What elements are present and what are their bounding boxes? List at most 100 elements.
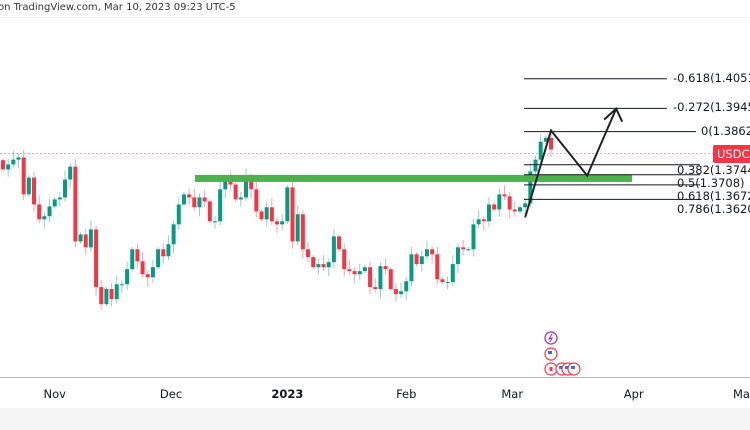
candle-up: [104, 289, 109, 305]
candle-up: [238, 197, 243, 200]
candle-up: [378, 266, 383, 290]
candle-down: [435, 254, 440, 280]
flag-canton: [559, 366, 563, 369]
candle-up: [471, 224, 476, 250]
candle-down: [275, 221, 280, 225]
candle-down: [249, 177, 254, 190]
candle-up: [404, 281, 409, 292]
candle-up: [42, 216, 47, 220]
candle-up: [47, 206, 52, 217]
candle-down: [94, 229, 99, 288]
candle-up: [538, 141, 543, 160]
candle-up: [445, 282, 450, 284]
candle-up: [399, 291, 404, 295]
candle-down: [161, 249, 166, 257]
candle-up: [326, 262, 331, 268]
candle-up: [181, 194, 186, 205]
candle-up: [486, 204, 491, 222]
candle-down: [383, 266, 388, 270]
candle-up: [357, 271, 362, 275]
candle-down: [507, 196, 512, 210]
candle-up: [156, 249, 161, 268]
time-axis-label: Dec: [159, 387, 183, 401]
candle-up: [166, 244, 171, 257]
candle-down: [440, 279, 445, 283]
candle-up: [518, 207, 522, 212]
candle-down: [109, 289, 114, 300]
candle-up: [243, 177, 248, 198]
fib-level-label: -0.618(1.4051): [673, 70, 750, 85]
candle-up: [316, 264, 321, 268]
flag-canton: [571, 366, 575, 369]
candle-down: [352, 271, 357, 275]
candle-up: [150, 267, 155, 278]
candle-down: [135, 249, 140, 262]
candle-up: [171, 224, 176, 245]
time-axis[interactable]: Nov Dec 2023 Feb Mar Apr May: [0, 377, 750, 408]
candle-up: [295, 214, 300, 242]
time-axis-label: Apr: [623, 387, 644, 401]
candle-down: [337, 236, 342, 250]
header-text: on TradingView.com, Mar 10, 2023 09:23 U…: [0, 2, 236, 13]
candle-up: [125, 269, 130, 285]
candle-down: [73, 166, 78, 242]
candle-up: [543, 137, 548, 142]
candle-down: [300, 214, 305, 250]
candle-down: [202, 197, 207, 202]
candle-up: [466, 249, 471, 251]
candle-down: [233, 184, 238, 200]
candle-up: [63, 179, 68, 198]
time-axis-label: May: [733, 387, 750, 401]
candle-up: [424, 249, 429, 257]
candle-down: [373, 287, 378, 290]
candle-up: [223, 179, 228, 190]
candle-up: [197, 197, 202, 208]
candle-up: [285, 187, 290, 222]
candle-up: [26, 177, 31, 195]
candle-up: [57, 197, 62, 200]
candle-up: [523, 203, 528, 208]
candle-up: [16, 157, 21, 160]
candle-up: [264, 207, 269, 220]
candle-down: [414, 254, 419, 265]
candle-down: [37, 204, 42, 220]
candle-up: [119, 284, 124, 286]
candle-down: [99, 287, 104, 305]
candle-down: [306, 249, 311, 258]
candle-down: [481, 219, 486, 222]
candle-up: [455, 247, 460, 265]
candle-up: [176, 204, 181, 225]
arrowhead-icon: [603, 107, 624, 123]
candle-down: [492, 204, 497, 210]
lightning-glyph: [547, 333, 553, 343]
fib-level-label: 0.382(1.3744): [677, 163, 750, 177]
candle-down: [83, 234, 88, 248]
candle-down: [502, 194, 507, 197]
fib-level-label: 0(1.3862): [701, 123, 750, 138]
candle-up: [533, 159, 538, 172]
candle-down: [311, 257, 316, 268]
candle-down: [1, 160, 5, 170]
price-chart[interactable]: [0, 0, 750, 377]
fib-level-label: 0.786(1.3620): [677, 202, 750, 216]
candle-down: [342, 249, 347, 270]
candle-down: [228, 179, 233, 185]
candle-up: [362, 267, 367, 272]
candle-up: [497, 194, 502, 210]
candle-down: [388, 269, 393, 290]
flag-canton: [565, 366, 569, 369]
support-zone: [195, 174, 632, 182]
candle-down: [254, 189, 259, 212]
candle-up: [476, 219, 481, 225]
time-axis-label: 2023: [271, 387, 304, 401]
candle-down: [290, 187, 295, 242]
candle-down: [259, 211, 264, 220]
fib-level-label: -0.272(1.3945): [673, 100, 750, 115]
candle-down: [32, 177, 37, 205]
fib-level-label: 0.5(1.3708): [677, 176, 745, 190]
axis-footer: [0, 408, 750, 430]
candle-down: [368, 267, 373, 288]
candle-up: [528, 171, 533, 204]
fib-level-label: 0.618(1.3672): [677, 189, 750, 203]
candle-up: [78, 234, 83, 242]
